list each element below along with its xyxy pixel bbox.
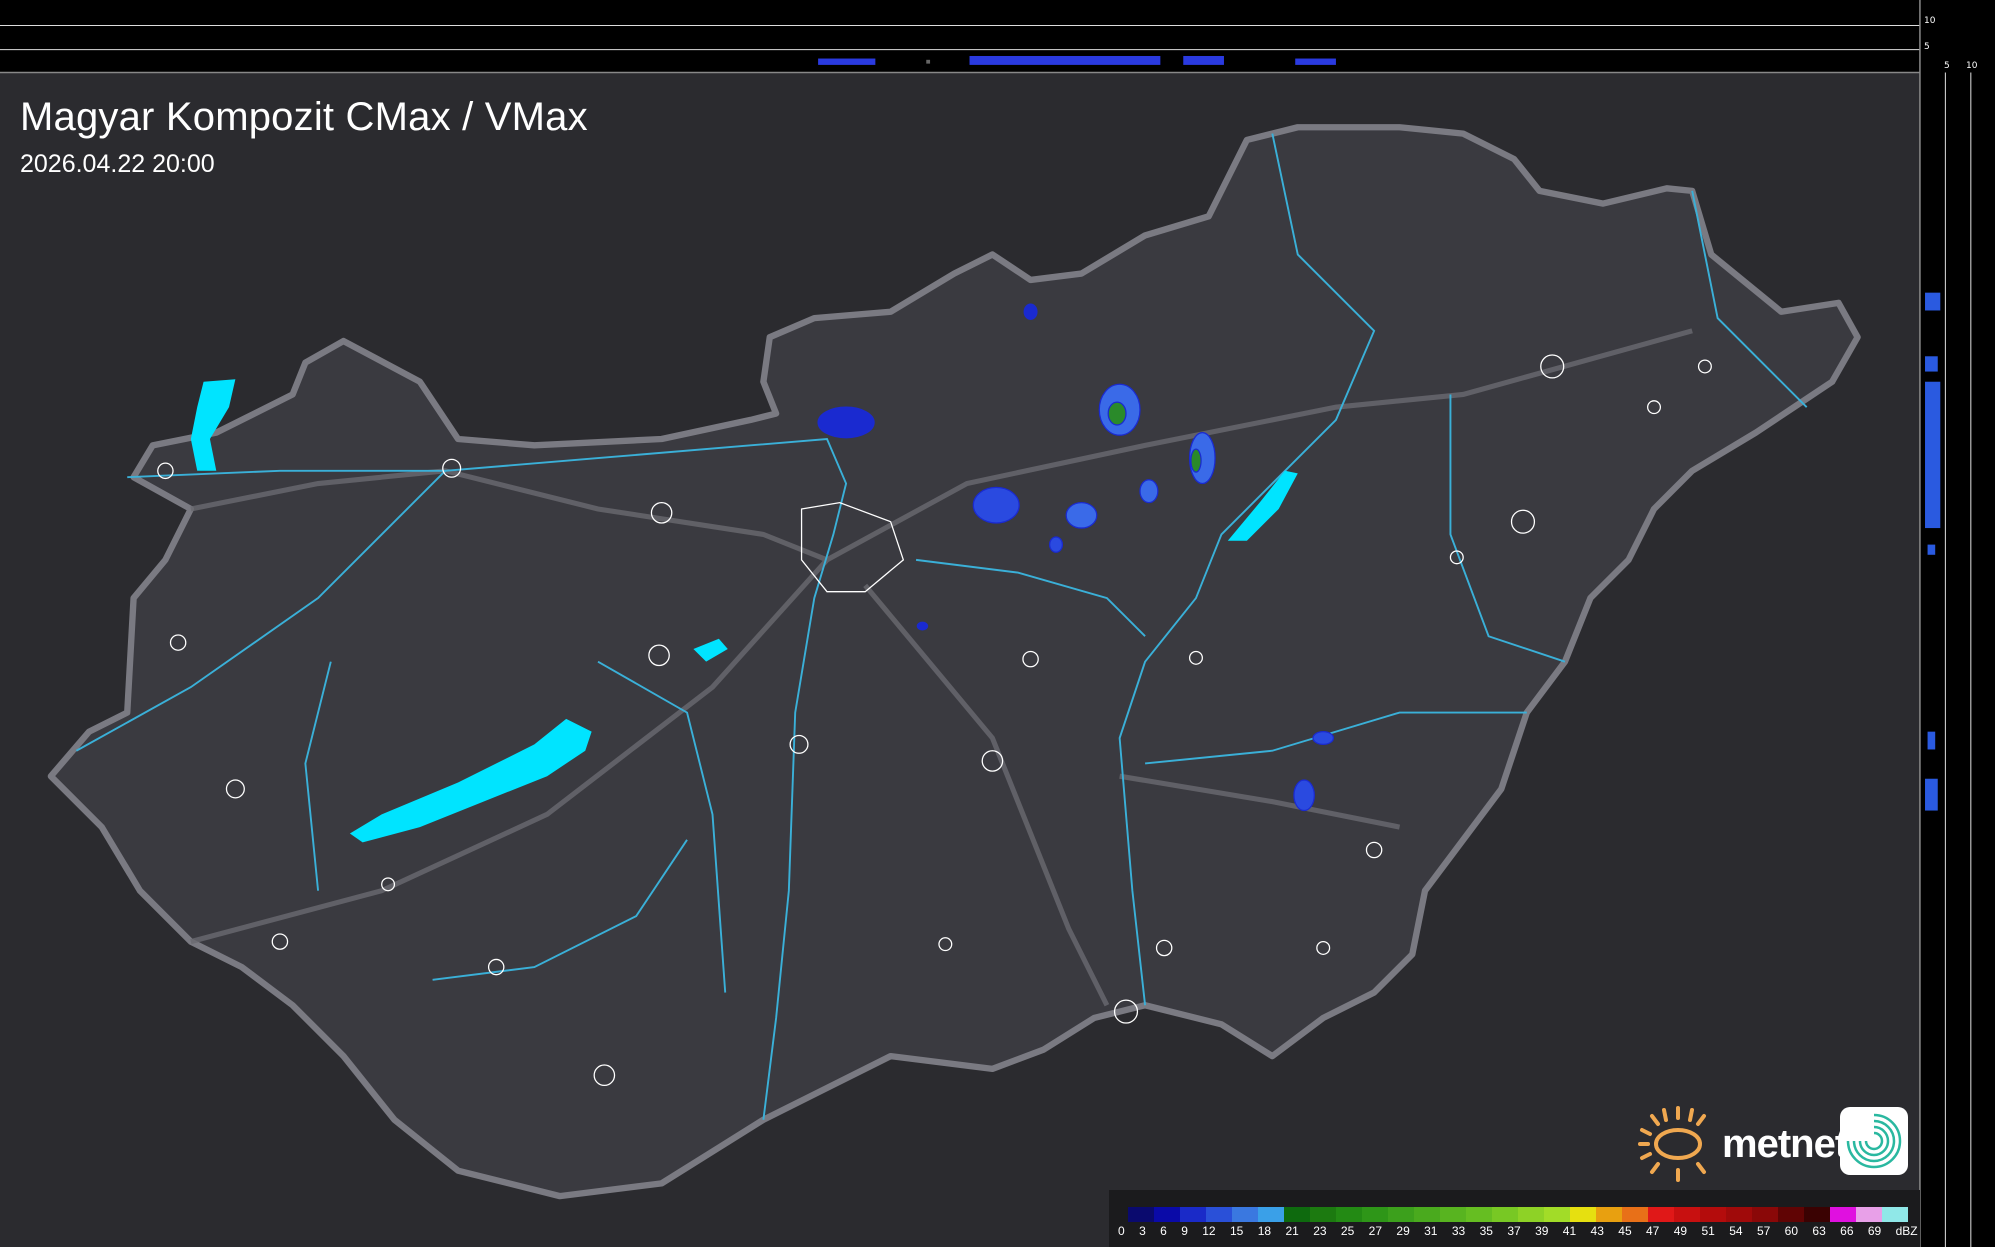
scale-label: 45 [1618, 1224, 1632, 1238]
color-swatch [1648, 1207, 1674, 1222]
city-budapest [800, 501, 905, 593]
top-profile-panel [0, 0, 1920, 73]
scale-label: 39 [1535, 1224, 1549, 1238]
scale-label: 41 [1562, 1224, 1577, 1238]
right-profile-echoes [1925, 292, 1941, 811]
color-swatch [1856, 1207, 1882, 1222]
color-swatch [1882, 1207, 1908, 1222]
scale-label: 33 [1451, 1224, 1466, 1238]
color-swatch [1206, 1207, 1232, 1222]
right-profile-panel [1919, 0, 1995, 1247]
top-profile-echoes [818, 55, 1336, 65]
color-swatch [1466, 1207, 1492, 1222]
scale-label: 29 [1396, 1224, 1410, 1238]
color-scale-bar [1128, 1207, 1908, 1222]
color-swatch [1128, 1207, 1154, 1222]
color-swatch [1414, 1207, 1440, 1222]
color-swatch [1596, 1207, 1622, 1222]
color-swatch [1804, 1207, 1830, 1222]
scale-label: 69 [1867, 1224, 1882, 1238]
rivers [75, 133, 1808, 1120]
color-swatch [1388, 1207, 1414, 1222]
scale-label: 60 [1784, 1224, 1799, 1238]
top-axis-label-10: 10 [1924, 16, 1936, 26]
scale-label: 0 [1118, 1224, 1125, 1238]
color-swatch [1180, 1207, 1206, 1222]
scale-label: 49 [1673, 1224, 1688, 1238]
country-hungary [47, 124, 1861, 1200]
color-swatch [1518, 1207, 1544, 1222]
color-swatch [1622, 1207, 1648, 1222]
scale-label: 3 [1139, 1224, 1146, 1238]
color-swatch [1674, 1207, 1700, 1222]
river-raba [75, 470, 446, 752]
right-axis-label-5: 5 [1944, 61, 1950, 71]
top-axis-label-5: 5 [1924, 42, 1930, 52]
scale-unit: dBZ [1895, 1224, 1918, 1238]
scale-label: 25 [1340, 1224, 1355, 1238]
scale-label: 23 [1313, 1224, 1327, 1238]
river-tisza [1118, 133, 1376, 1006]
lake-velence [693, 638, 728, 662]
scale-label: 47 [1646, 1224, 1660, 1238]
color-swatch [1752, 1207, 1778, 1222]
scale-label: 6 [1160, 1224, 1167, 1238]
color-swatch [1570, 1207, 1596, 1222]
color-swatch [1830, 1207, 1856, 1222]
color-swatch [1544, 1207, 1570, 1222]
map-title: Magyar Kompozit CMax / VMax [20, 95, 588, 139]
radar-echoes [817, 303, 1335, 812]
scale-label: 37 [1507, 1224, 1521, 1238]
color-swatch [1700, 1207, 1726, 1222]
color-swatch [1232, 1207, 1258, 1222]
scale-label: 57 [1756, 1224, 1771, 1238]
settlements [157, 354, 1712, 1087]
color-swatch [1154, 1207, 1180, 1222]
lake-balaton [349, 718, 592, 843]
color-scale-labels: 0 3 6 9 12 15 18 21 23 25 27 29 31 33 35 37 39 41 43 45 47 49… [1118, 1224, 1918, 1240]
color-swatch [1258, 1207, 1284, 1222]
color-swatch [1362, 1207, 1388, 1222]
scale-label: 54 [1729, 1224, 1743, 1238]
map-timestamp: 2026.04.22 20:00 [20, 150, 215, 178]
scale-label: 9 [1181, 1224, 1188, 1238]
color-swatch [1492, 1207, 1518, 1222]
color-swatch [1310, 1207, 1336, 1222]
logo-text: metnet [1722, 1121, 1848, 1166]
scale-label: 31 [1424, 1224, 1438, 1238]
sun-logo-icon [1638, 1106, 1706, 1182]
scale-label: 27 [1368, 1224, 1383, 1238]
scale-label: 51 [1701, 1224, 1715, 1238]
scale-label: 66 [1840, 1224, 1854, 1238]
roads [190, 328, 1693, 1007]
color-swatch [1440, 1207, 1466, 1222]
scale-label: 21 [1285, 1224, 1299, 1238]
color-swatch [1336, 1207, 1362, 1222]
color-swatch [1726, 1207, 1752, 1222]
scale-label: 12 [1202, 1224, 1216, 1238]
scale-label: 43 [1590, 1224, 1604, 1238]
right-axis-label-10: 10 [1966, 61, 1978, 71]
lake-ferto [190, 379, 236, 471]
color-swatch [1778, 1207, 1804, 1222]
scale-label: 18 [1257, 1224, 1272, 1238]
metnet-logo: metnet [1638, 1104, 1848, 1184]
scale-label: 15 [1229, 1224, 1244, 1238]
lake-tisza [1227, 470, 1298, 541]
scale-label: 63 [1812, 1224, 1826, 1238]
color-swatch [1284, 1207, 1310, 1222]
scale-label: 35 [1479, 1224, 1493, 1238]
swirl-icon [1840, 1107, 1908, 1175]
lakes [190, 379, 1298, 843]
